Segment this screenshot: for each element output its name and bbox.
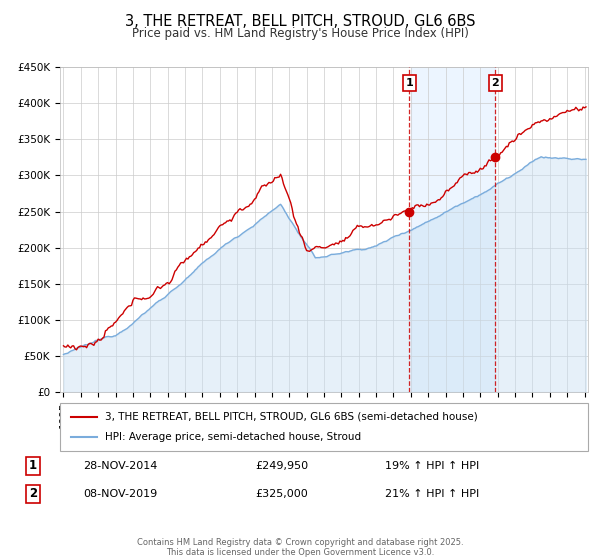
Text: 1: 1 [29, 459, 37, 473]
Text: 21% ↑ HPI ↑ HPI: 21% ↑ HPI ↑ HPI [385, 489, 479, 499]
Text: Contains HM Land Registry data © Crown copyright and database right 2025.
This d: Contains HM Land Registry data © Crown c… [137, 538, 463, 557]
Text: £249,950: £249,950 [256, 461, 308, 471]
Text: 3, THE RETREAT, BELL PITCH, STROUD, GL6 6BS (semi-detached house): 3, THE RETREAT, BELL PITCH, STROUD, GL6 … [105, 412, 478, 422]
Text: £325,000: £325,000 [256, 489, 308, 499]
Text: 28-NOV-2014: 28-NOV-2014 [83, 461, 157, 471]
Text: 2: 2 [491, 78, 499, 88]
Text: 1: 1 [406, 78, 413, 88]
Text: HPI: Average price, semi-detached house, Stroud: HPI: Average price, semi-detached house,… [105, 432, 361, 442]
Text: Price paid vs. HM Land Registry's House Price Index (HPI): Price paid vs. HM Land Registry's House … [131, 27, 469, 40]
Text: 19% ↑ HPI ↑ HPI: 19% ↑ HPI ↑ HPI [385, 461, 479, 471]
Text: 2: 2 [29, 487, 37, 501]
Text: 3, THE RETREAT, BELL PITCH, STROUD, GL6 6BS: 3, THE RETREAT, BELL PITCH, STROUD, GL6 … [125, 14, 475, 29]
FancyBboxPatch shape [60, 403, 588, 451]
Text: 08-NOV-2019: 08-NOV-2019 [83, 489, 157, 499]
